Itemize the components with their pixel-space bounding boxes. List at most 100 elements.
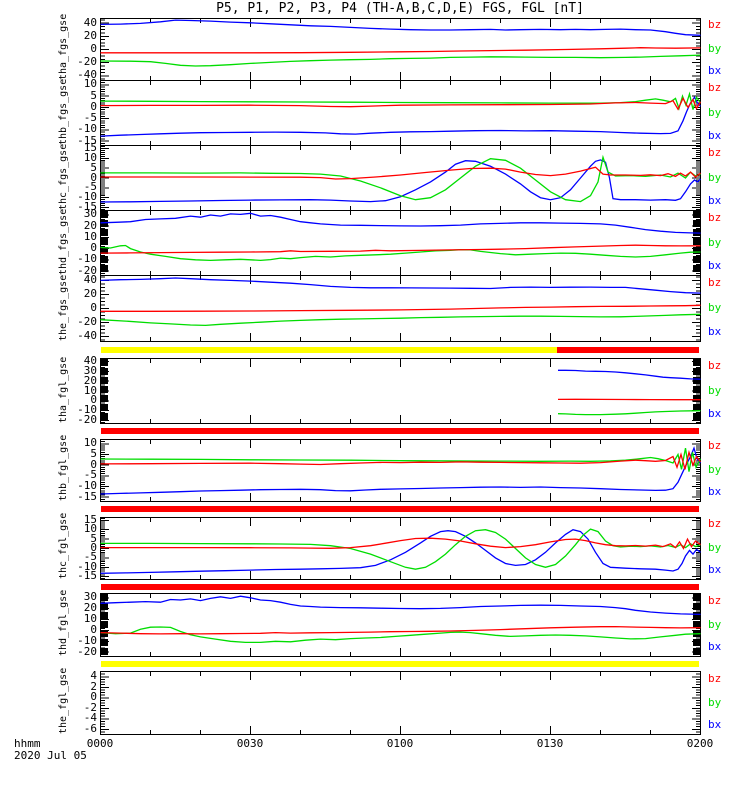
xaxis-format-label: hhmm — [14, 737, 41, 750]
y-tick-label: -40 — [77, 329, 97, 343]
legend-bx-thd_fgl_gse: bx — [708, 640, 722, 654]
quality-segment-red — [101, 428, 699, 434]
y-tick-label: 30 — [83, 363, 97, 377]
y-tick-label: -5 — [83, 180, 97, 194]
series-bx-tha_fgl_gse — [558, 369, 701, 380]
legend-bz-thc_fgs_gse: bz — [708, 145, 722, 159]
panel-plot-the_fgs_gse — [100, 275, 701, 342]
y-tick-label: 10 — [83, 229, 97, 243]
page-title: P5, P1, P2, P3, P4 (TH-A,B,C,D,E) FGS, F… — [216, 1, 584, 16]
legend-bx-the_fgs_gse: bx — [708, 324, 722, 338]
y-tick-label: 0 — [90, 99, 97, 113]
y-tick-label: 0 — [90, 541, 97, 554]
panel-plot-thd_fgl_gse — [100, 593, 701, 657]
panel-plot-thb_fgl_gse — [100, 439, 701, 502]
legend-bx-tha_fgl_gse: bx — [708, 406, 722, 420]
series-bz-thb_fgl_gse — [100, 449, 701, 470]
y-tick-label: 40 — [83, 272, 97, 286]
panel-name-thb_fgs_gse: thb_fgs_gse — [58, 78, 69, 145]
y-tick-label: 2 — [90, 679, 97, 693]
legend-bx-thb_fgs_gse: bx — [708, 128, 722, 142]
y-tick-label: -20 — [77, 644, 97, 658]
quality-segment-red — [556, 347, 699, 353]
legend-by-thc_fgl_gse: by — [708, 541, 722, 554]
y-tick-label: -15 — [77, 489, 97, 503]
legend-bx-thc_fgl_gse: bx — [708, 563, 722, 577]
quality-bar — [101, 661, 699, 667]
y-tick-label: 20 — [83, 601, 97, 615]
series-bz-thd_fgl_gse — [100, 625, 701, 635]
y-tick-label: 0 — [90, 457, 97, 471]
series-bz-tha_fgs_gse — [100, 47, 701, 54]
legend-by-the_fgl_gse: by — [708, 695, 722, 709]
y-tick-label: 20 — [83, 373, 97, 387]
legend-by-thb_fgs_gse: by — [708, 105, 722, 119]
legend-by-thd_fgs_gse: by — [708, 235, 722, 249]
legend-by-tha_fgs_gse: by — [708, 42, 722, 55]
series-bz-thc_fgl_gse — [100, 537, 701, 550]
y-tick-label: -5 — [83, 468, 97, 482]
legend-bx-thc_fgs_gse: bx — [708, 193, 722, 207]
series-bz-thb_fgs_gse — [100, 96, 701, 111]
y-tick-label: 20 — [83, 218, 97, 232]
panel-name-tha_fgl_gse: tha_fgl_gse — [58, 356, 69, 423]
y-tick-label: -10 — [77, 559, 97, 573]
y-tick-label: 15 — [83, 140, 97, 154]
y-tick-label: -10 — [77, 190, 97, 204]
y-tick-label: 0 — [90, 393, 97, 407]
y-tick-label: 30 — [83, 207, 97, 221]
legend-by-thd_fgl_gse: by — [708, 617, 722, 631]
series-bx-tha_fgs_gse — [100, 19, 701, 36]
legend-by-thb_fgl_gse: by — [708, 463, 722, 476]
y-tick-label: -10 — [77, 633, 97, 647]
legend-bz-tha_fgs_gse: bz — [708, 18, 722, 32]
legend-bx-the_fgl_gse: bx — [708, 718, 722, 732]
legend-by-thc_fgs_gse: by — [708, 170, 722, 184]
y-tick-label: 0 — [90, 170, 97, 184]
y-tick-label: -20 — [77, 315, 97, 329]
series-by-thc_fgl_gse — [100, 528, 701, 570]
legend-by-the_fgs_gse: by — [708, 301, 722, 314]
panel-plot-tha_fgs_gse — [100, 18, 701, 81]
legend-bz-thd_fgl_gse: bz — [708, 593, 722, 607]
y-tick-label: 0 — [90, 301, 97, 314]
panel-plot-thb_fgs_gse — [100, 80, 701, 146]
series-bz-thc_fgs_gse — [100, 166, 701, 180]
series-bx-thc_fgs_gse — [100, 159, 701, 203]
y-tick-label: -10 — [77, 403, 97, 417]
y-tick-label: -15 — [77, 569, 97, 583]
y-tick-label: -5 — [83, 111, 97, 125]
y-tick-label: 10 — [83, 383, 97, 397]
date-label: 2020 Jul 05 — [14, 749, 87, 762]
y-tick-label: -2 — [83, 700, 97, 714]
y-tick-label: 5 — [90, 160, 97, 174]
series-bx-thc_fgl_gse — [100, 529, 701, 574]
panel-name-the_fgl_gse: the_fgl_gse — [58, 667, 69, 734]
y-tick-label: 4 — [90, 669, 97, 683]
panel-name-thb_fgl_gse: thb_fgl_gse — [58, 434, 69, 501]
y-tick-label: -20 — [77, 413, 97, 427]
series-by-tha_fgs_gse — [100, 54, 701, 67]
y-tick-label: -10 — [77, 252, 97, 266]
y-tick-label: 5 — [90, 531, 97, 545]
quality-segment-red — [101, 506, 699, 512]
y-tick-label: -15 — [77, 200, 97, 214]
series-by-thb_fgl_gse — [100, 447, 701, 472]
y-tick-label: 10 — [83, 612, 97, 626]
x-tick-label: 0130 — [536, 737, 564, 750]
legend-bz-thd_fgs_gse: bz — [708, 210, 722, 224]
panel-plot-tha_fgl_gse — [100, 358, 701, 424]
y-tick-label: -20 — [77, 263, 97, 277]
legend-bz-thb_fgs_gse: bz — [708, 80, 722, 94]
y-tick-label: 10 — [83, 150, 97, 164]
panel-plot-thc_fgs_gse — [100, 145, 701, 211]
x-tick-label: 0200 — [686, 737, 714, 750]
panel-plot-thd_fgs_gse — [100, 210, 701, 276]
y-tick-label: -10 — [77, 479, 97, 493]
y-tick-label: -5 — [83, 550, 97, 564]
legend-bz-tha_fgl_gse: bz — [708, 358, 722, 372]
y-tick-label: 0 — [90, 241, 97, 255]
series-by-thb_fgs_gse — [100, 91, 701, 111]
y-tick-label: 20 — [83, 28, 97, 42]
legend-bx-tha_fgs_gse: bx — [708, 64, 722, 78]
